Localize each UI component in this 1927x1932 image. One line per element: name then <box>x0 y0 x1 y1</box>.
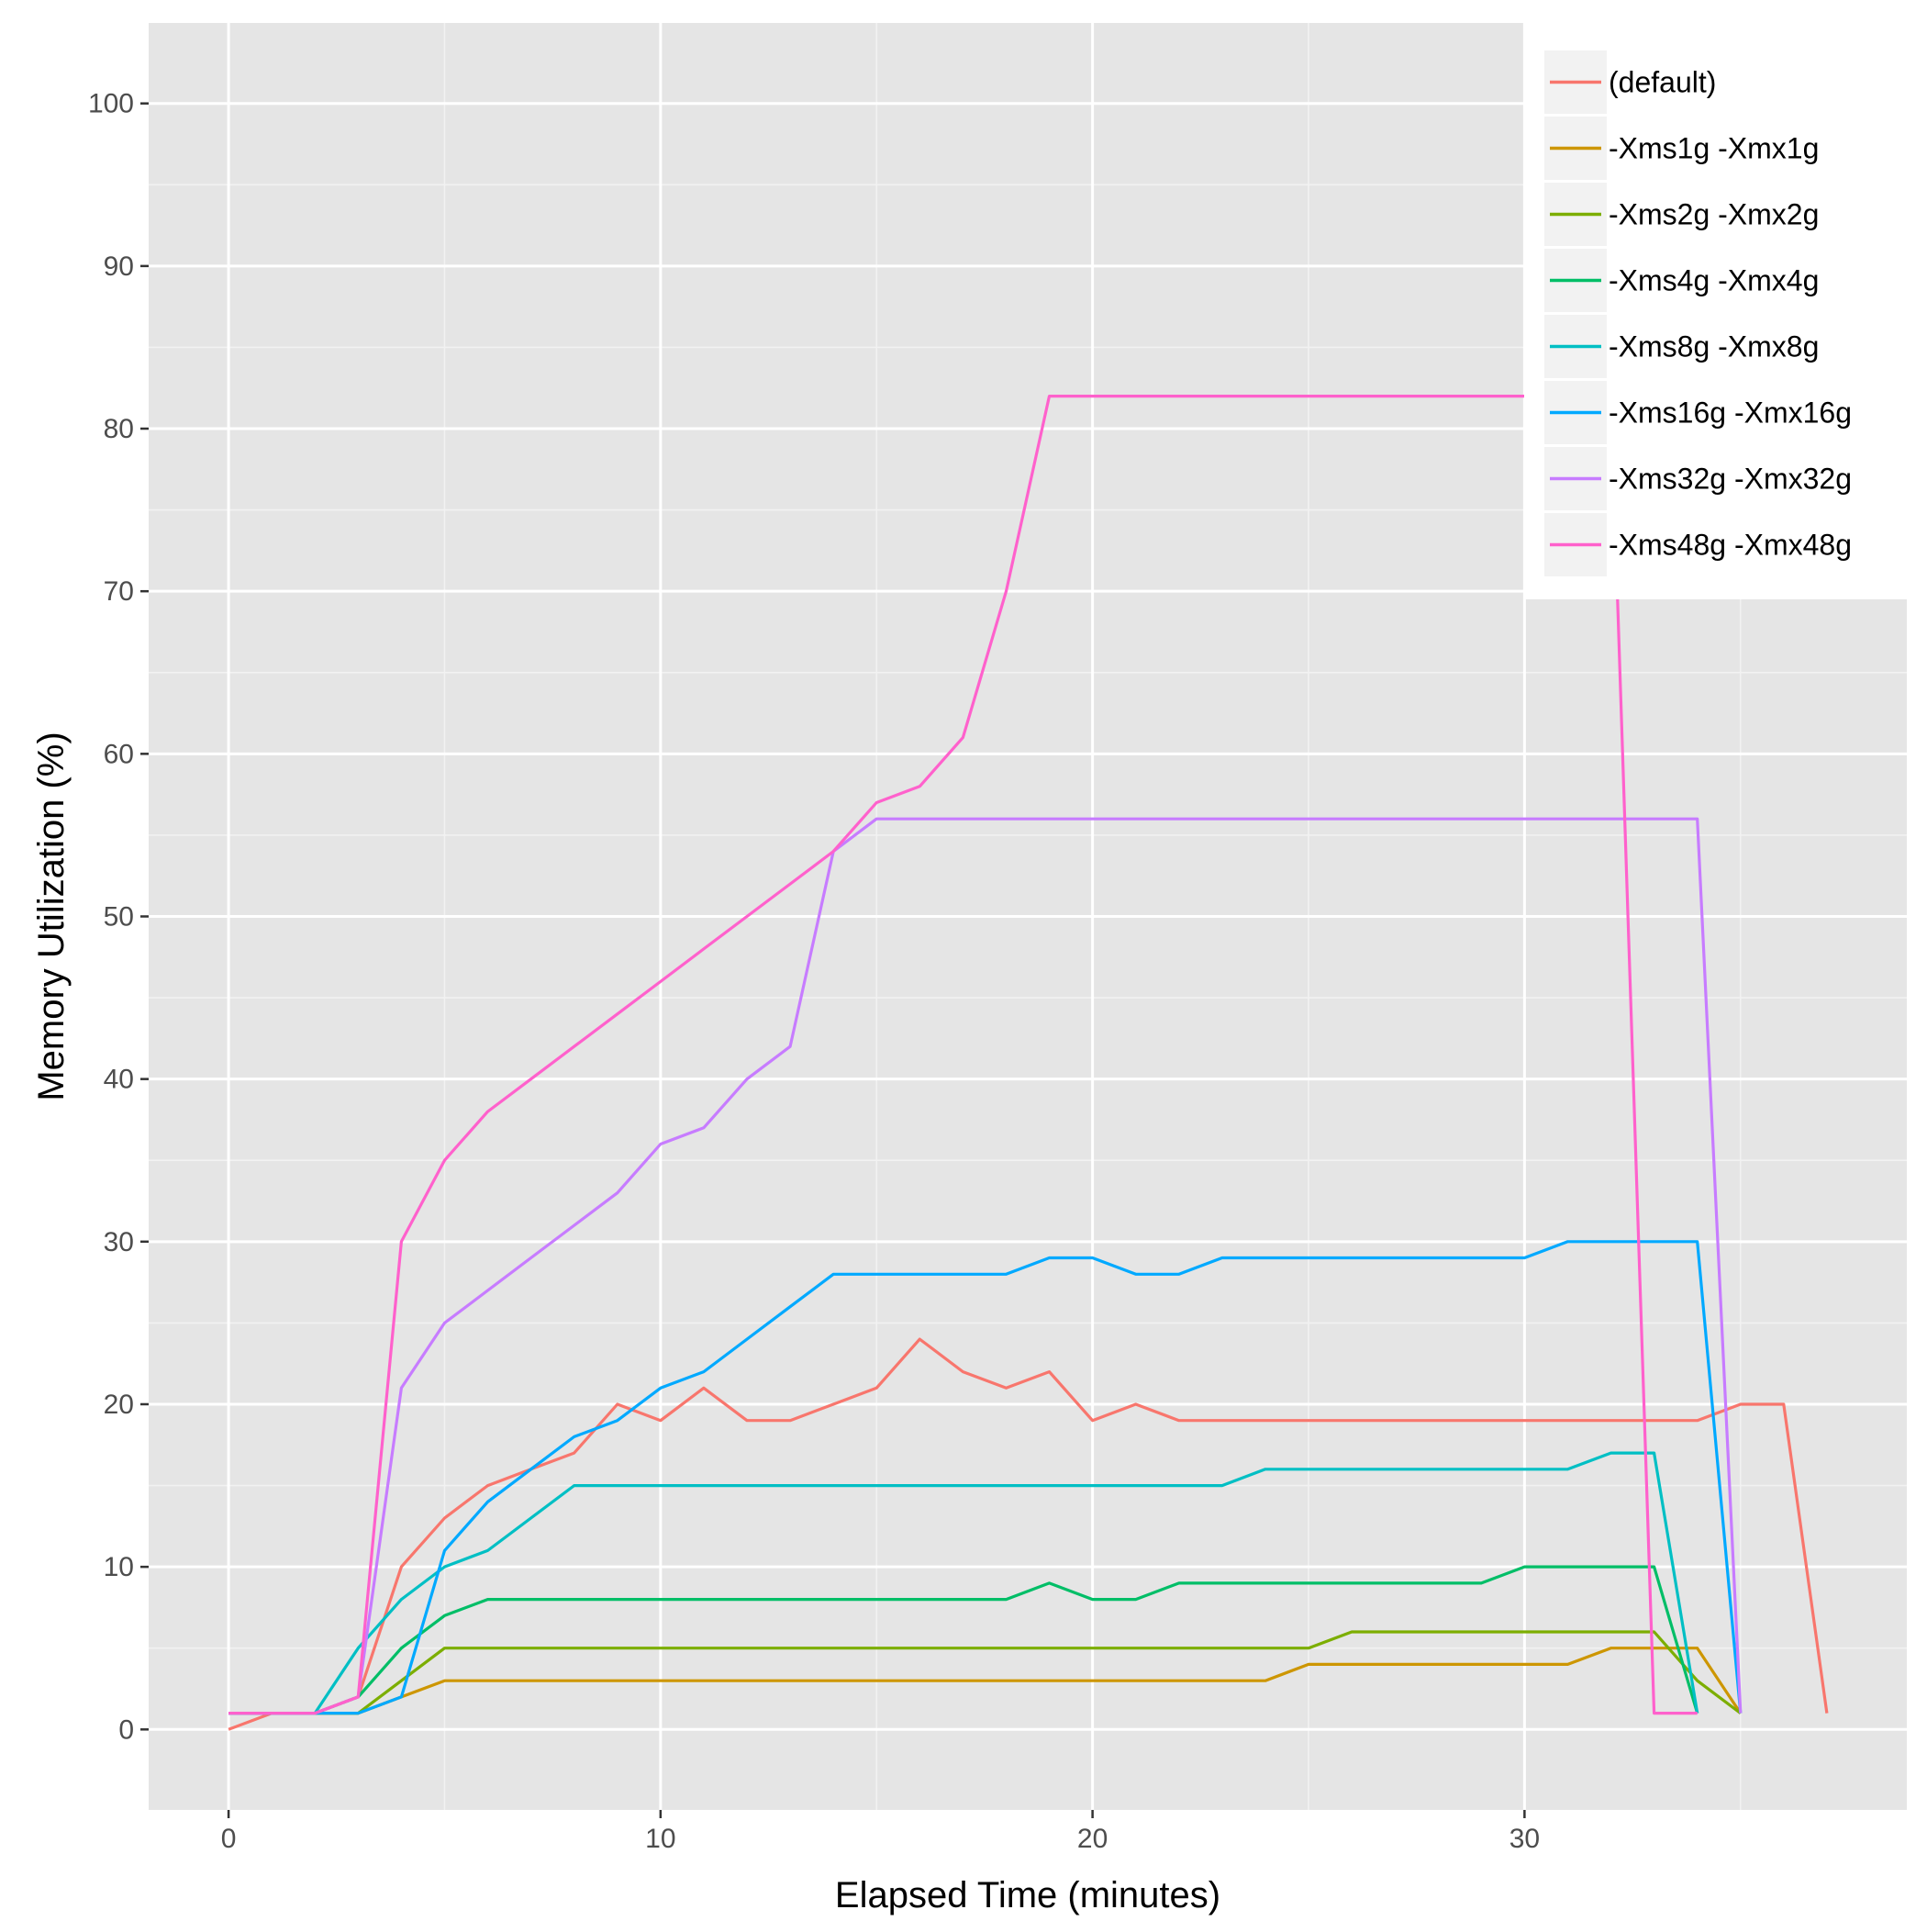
y-tick-label: 50 <box>104 902 134 932</box>
legend-label: (default) <box>1609 66 1716 99</box>
legend-label: -Xms16g -Xmx16g <box>1609 396 1852 430</box>
legend-label: -Xms1g -Xmx1g <box>1609 132 1819 165</box>
y-axis: 0 10 20 30 40 50 60 70 80 90 100 <box>88 89 149 1745</box>
x-tick-label: 10 <box>645 1824 675 1854</box>
legend-label: -Xms2g -Xmx2g <box>1609 198 1819 231</box>
y-tick-label: 40 <box>104 1065 134 1095</box>
y-tick-label: 80 <box>104 414 134 444</box>
y-tick-label: 100 <box>88 89 134 119</box>
series-line-0 <box>228 1337 1829 1731</box>
y-tick-label: 10 <box>104 1552 134 1582</box>
series-line-4 <box>228 1451 1699 1715</box>
series-line-1 <box>228 1647 1743 1715</box>
series-lines <box>228 395 1829 1731</box>
y-tick-label: 0 <box>118 1714 134 1745</box>
x-tick-label: 30 <box>1509 1824 1540 1854</box>
legend-label: -Xms48g -Xmx48g <box>1609 529 1852 562</box>
legend-label: -Xms8g -Xmx8g <box>1609 330 1819 363</box>
x-tick-label: 20 <box>1077 1824 1108 1854</box>
series-line-2 <box>228 1630 1742 1715</box>
y-axis-title: Memory Utilization (%) <box>31 731 72 1100</box>
x-axis: 0 10 20 30 <box>221 1810 1540 1854</box>
series-line-5 <box>228 1240 1743 1715</box>
y-tick-label: 30 <box>104 1227 134 1257</box>
legend-label: -Xms4g -Xmx4g <box>1609 264 1819 297</box>
y-tick-label: 70 <box>104 576 134 607</box>
legend-label: -Xms32g -Xmx32g <box>1609 463 1852 496</box>
y-tick-label: 90 <box>104 251 134 282</box>
x-axis-title: Elapsed Time (minutes) <box>835 1875 1220 1915</box>
x-tick-label: 0 <box>221 1824 237 1854</box>
series-line-3 <box>228 1565 1699 1715</box>
y-tick-label: 60 <box>104 739 134 769</box>
y-tick-label: 20 <box>104 1390 134 1420</box>
legend: (default) -Xms1g -Xmx1g -Xms2g -Xmx2g -Xms4… <box>1524 23 1907 599</box>
series-line-6 <box>228 817 1743 1715</box>
series-line-7 <box>228 395 1698 1715</box>
